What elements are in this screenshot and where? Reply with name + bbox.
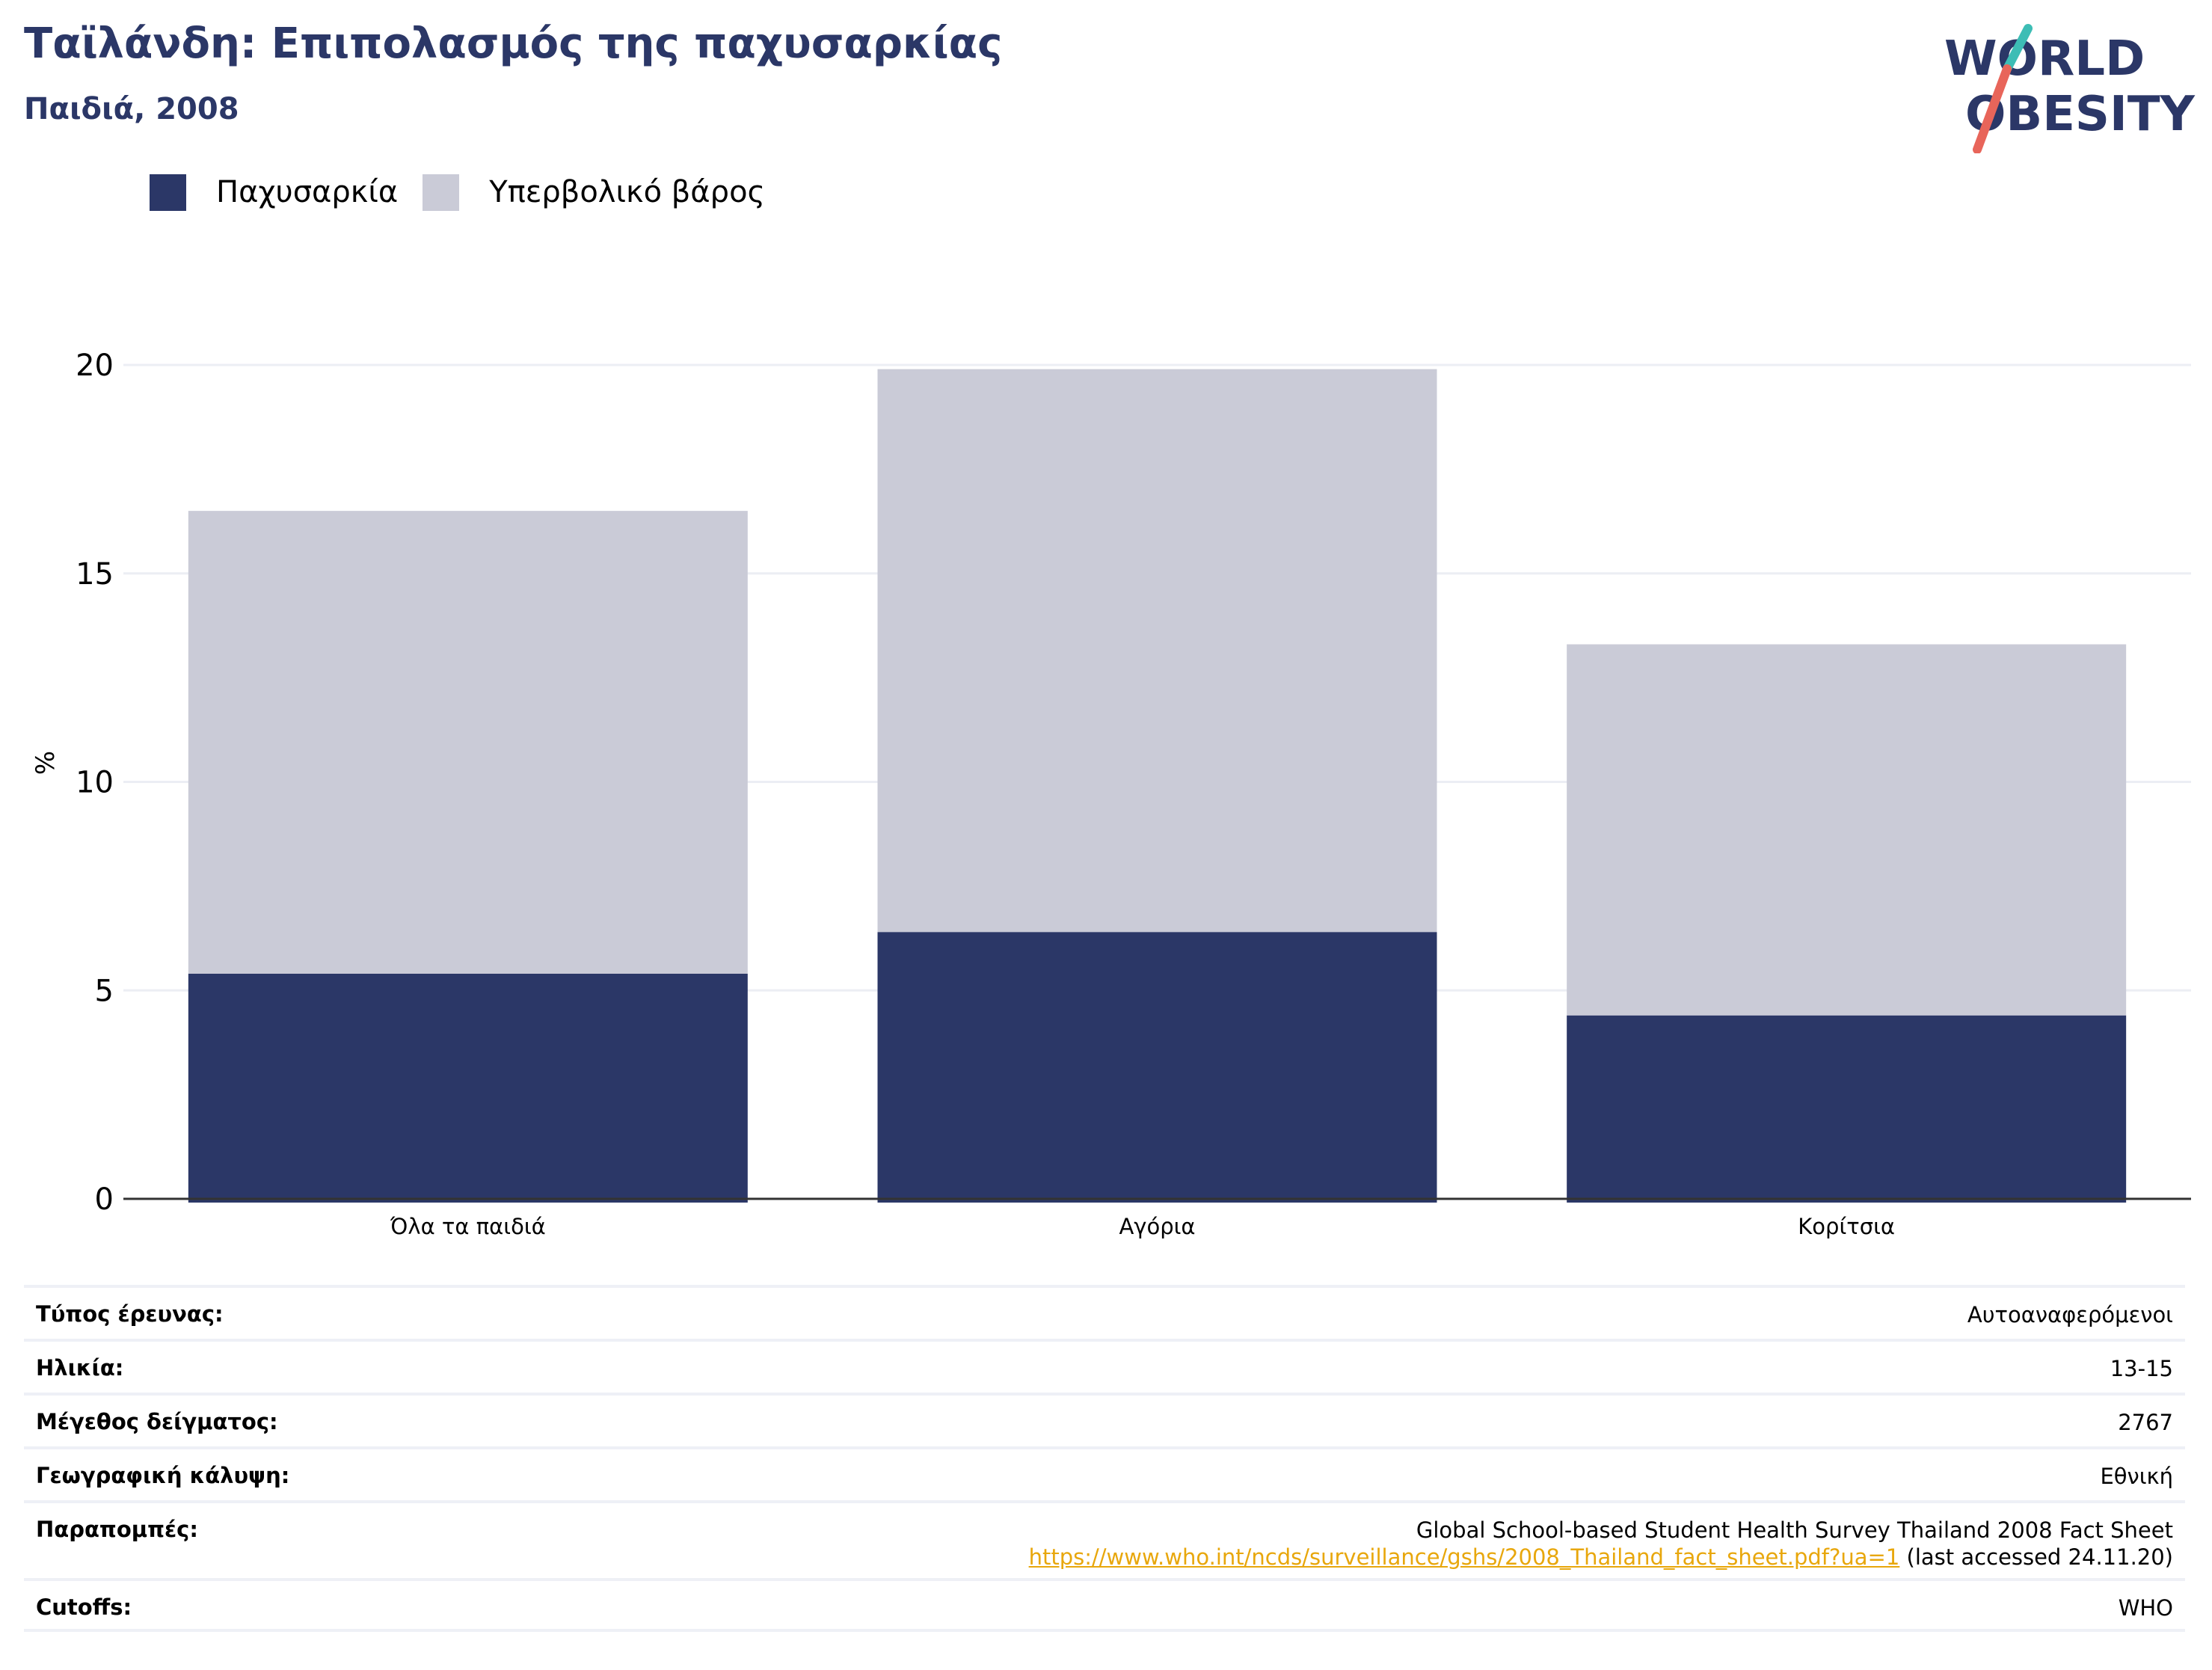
reference-text: Global School-based Student Health Surve… xyxy=(1416,1517,2173,1543)
info-label: Μέγεθος δείγματος: xyxy=(36,1409,278,1434)
info-row-survey-type: Τύπος έρευνας: Αυτοαναφερόμενοι xyxy=(24,1285,2185,1339)
info-value: 2767 xyxy=(2118,1410,2173,1435)
info-row-coverage: Γεωγραφική κάλυψη: Εθνική xyxy=(24,1446,2185,1500)
info-label: Τύπος έρευνας: xyxy=(36,1301,224,1327)
legend-swatch-overweight xyxy=(423,174,460,211)
y-axis-label: % xyxy=(31,751,61,775)
y-tick-label: 10 xyxy=(76,766,114,800)
logo-slash-bottom xyxy=(1973,64,2012,153)
legend-item-obesity[interactable]: Παχυσαρκία xyxy=(150,174,398,211)
logo-line2: OBESITY xyxy=(1965,87,2195,142)
info-label: Παραπομπές: xyxy=(36,1517,198,1542)
x-tick-label: Όλα τα παιδιά xyxy=(390,1214,546,1239)
legend-item-overweight[interactable]: Υπερβολικό βάρος xyxy=(423,174,765,211)
chart-legend: Παχυσαρκία Υπερβολικό βάρος xyxy=(150,173,790,212)
info-value: Εθνική xyxy=(2100,1464,2173,1489)
logo-slash-top xyxy=(2003,24,2033,73)
info-label: Γεωγραφική κάλυψη: xyxy=(36,1463,290,1488)
reference-accessed: (last accessed 24.11.20) xyxy=(1899,1544,2174,1570)
world-obesity-logo: WORLD OBESITY xyxy=(1944,24,2195,153)
info-row-cutoffs: Cutoffs: WHO xyxy=(24,1578,2185,1632)
y-tick-label: 20 xyxy=(76,349,114,383)
references-value: Global School-based Student Health Surve… xyxy=(1029,1517,2173,1571)
legend-label-obesity: Παχυσαρκία xyxy=(216,175,399,209)
info-value: WHO xyxy=(2118,1595,2173,1621)
info-row-age: Ηλικία: 13-15 xyxy=(24,1339,2185,1393)
bar-overweight xyxy=(188,511,748,974)
x-tick-label: Κορίτσια xyxy=(1798,1214,1895,1239)
y-tick-label: 0 xyxy=(95,1182,114,1217)
y-tick-label: 15 xyxy=(76,557,114,592)
reference-link[interactable]: https://www.who.int/ncds/surveillance/gs… xyxy=(1028,1544,1900,1570)
survey-info-table: Τύπος έρευνας: Αυτοαναφερόμενοι Ηλικία: … xyxy=(24,1285,2185,1632)
legend-swatch-obesity xyxy=(150,174,186,211)
info-row-sample-size: Μέγεθος δείγματος: 2767 xyxy=(24,1393,2185,1446)
bar-chart: 0 5 10 15 20% Όλα τα παιδιά Αγόρια Κορίτσια xyxy=(31,349,2191,1239)
info-value: Αυτοαναφερόμενοι xyxy=(1967,1302,2173,1327)
bar-overweight xyxy=(877,369,1437,933)
page-title: Ταϊλάνδη: Επιπολασμός της παχυσαρκίας xyxy=(24,19,1003,68)
info-label: Ηλικία: xyxy=(36,1355,124,1381)
info-row-references: Παραπομπές: Global School-based Student … xyxy=(24,1500,2185,1578)
info-value: 13-15 xyxy=(2110,1356,2173,1381)
bar-obesity xyxy=(877,932,1437,1203)
legend-label-overweight: Υπερβολικό βάρος xyxy=(489,175,766,209)
y-tick-label: 5 xyxy=(95,974,114,1008)
bar-obesity xyxy=(188,973,748,1203)
info-label: Cutoffs: xyxy=(36,1594,132,1620)
page-subtitle: Παιδιά, 2008 xyxy=(24,92,239,126)
x-tick-label: Αγόρια xyxy=(1119,1214,1195,1239)
bar-obesity xyxy=(1567,1015,2127,1203)
logo-line1: WORLD xyxy=(1944,31,2145,87)
bar-overweight xyxy=(1567,644,2127,1016)
